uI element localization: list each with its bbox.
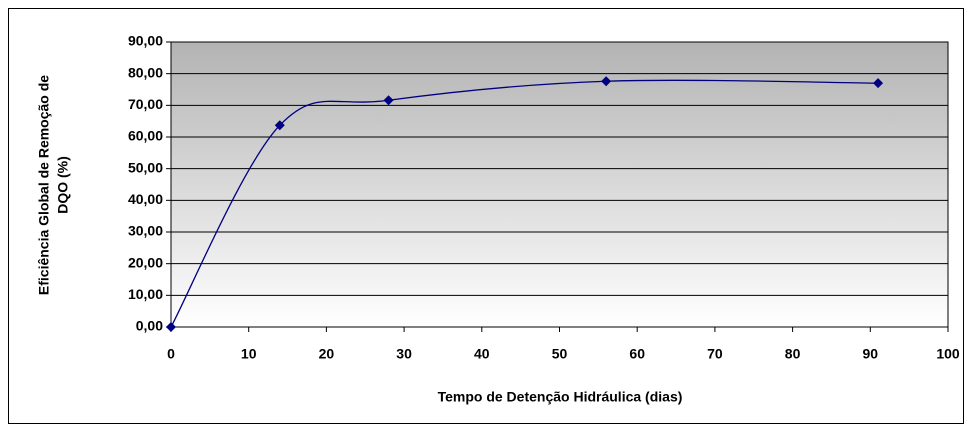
y-tick-label: 50,00	[128, 159, 163, 175]
x-axis-title: Tempo de Detenção Hidráulica (dias)	[438, 389, 683, 405]
data-line	[170, 79, 879, 328]
data-marker	[274, 120, 285, 131]
y-tick-label: 40,00	[128, 191, 163, 207]
x-tick-label: 60	[629, 346, 645, 362]
y-tick-label: 20,00	[128, 254, 163, 270]
y-tick-label: 0,00	[136, 318, 163, 334]
x-tick-label: 10	[241, 346, 257, 362]
data-marker	[873, 78, 884, 89]
x-tick-label: 50	[552, 346, 568, 362]
y-axis-title: DQO (%)	[55, 156, 71, 214]
x-tick-label: 70	[707, 346, 723, 362]
data-marker	[166, 322, 176, 332]
x-tick-label: 0	[167, 346, 175, 362]
plot-area	[171, 42, 948, 327]
y-tick-label: 70,00	[128, 96, 163, 112]
y-tick-label: 30,00	[128, 223, 163, 239]
y-axis-title: Eficiência Global de Remoção de	[36, 75, 52, 295]
x-tick-label: 40	[474, 346, 490, 362]
y-tick-label: 90,00	[128, 33, 163, 49]
x-tick-label: 80	[785, 346, 801, 362]
data-marker	[601, 76, 612, 87]
y-tick-label: 60,00	[128, 128, 163, 144]
x-tick-label: 20	[319, 346, 335, 362]
y-tick-label: 80,00	[128, 64, 163, 80]
x-tick-label: 100	[936, 346, 960, 362]
x-tick-label: 90	[863, 346, 879, 362]
data-marker	[383, 95, 394, 106]
y-tick-label: 10,00	[128, 286, 163, 302]
x-tick-label: 30	[396, 346, 412, 362]
